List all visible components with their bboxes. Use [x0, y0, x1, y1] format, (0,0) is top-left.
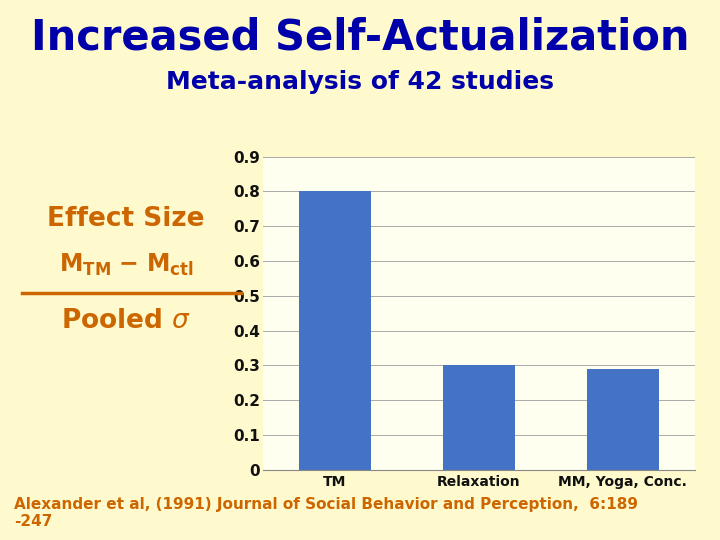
Text: Increased Self-Actualization: Increased Self-Actualization — [31, 16, 689, 58]
Text: Pooled $\sigma$: Pooled $\sigma$ — [61, 308, 191, 334]
Bar — [299, 191, 371, 470]
Text: Meta-analysis of 42 studies: Meta-analysis of 42 studies — [166, 70, 554, 94]
Bar — [587, 369, 659, 470]
Text: Alexander et al, (1991) Journal of Social Behavior and Perception,  6:189
-247: Alexander et al, (1991) Journal of Socia… — [14, 497, 639, 529]
Text: $\mathbf{M_{TM}}$ $\mathbf{-}$ $\mathbf{M_{ctl}}$: $\mathbf{M_{TM}}$ $\mathbf{-}$ $\mathbf{… — [58, 252, 194, 278]
Text: Effect Size: Effect Size — [48, 206, 204, 232]
Bar — [443, 366, 515, 470]
